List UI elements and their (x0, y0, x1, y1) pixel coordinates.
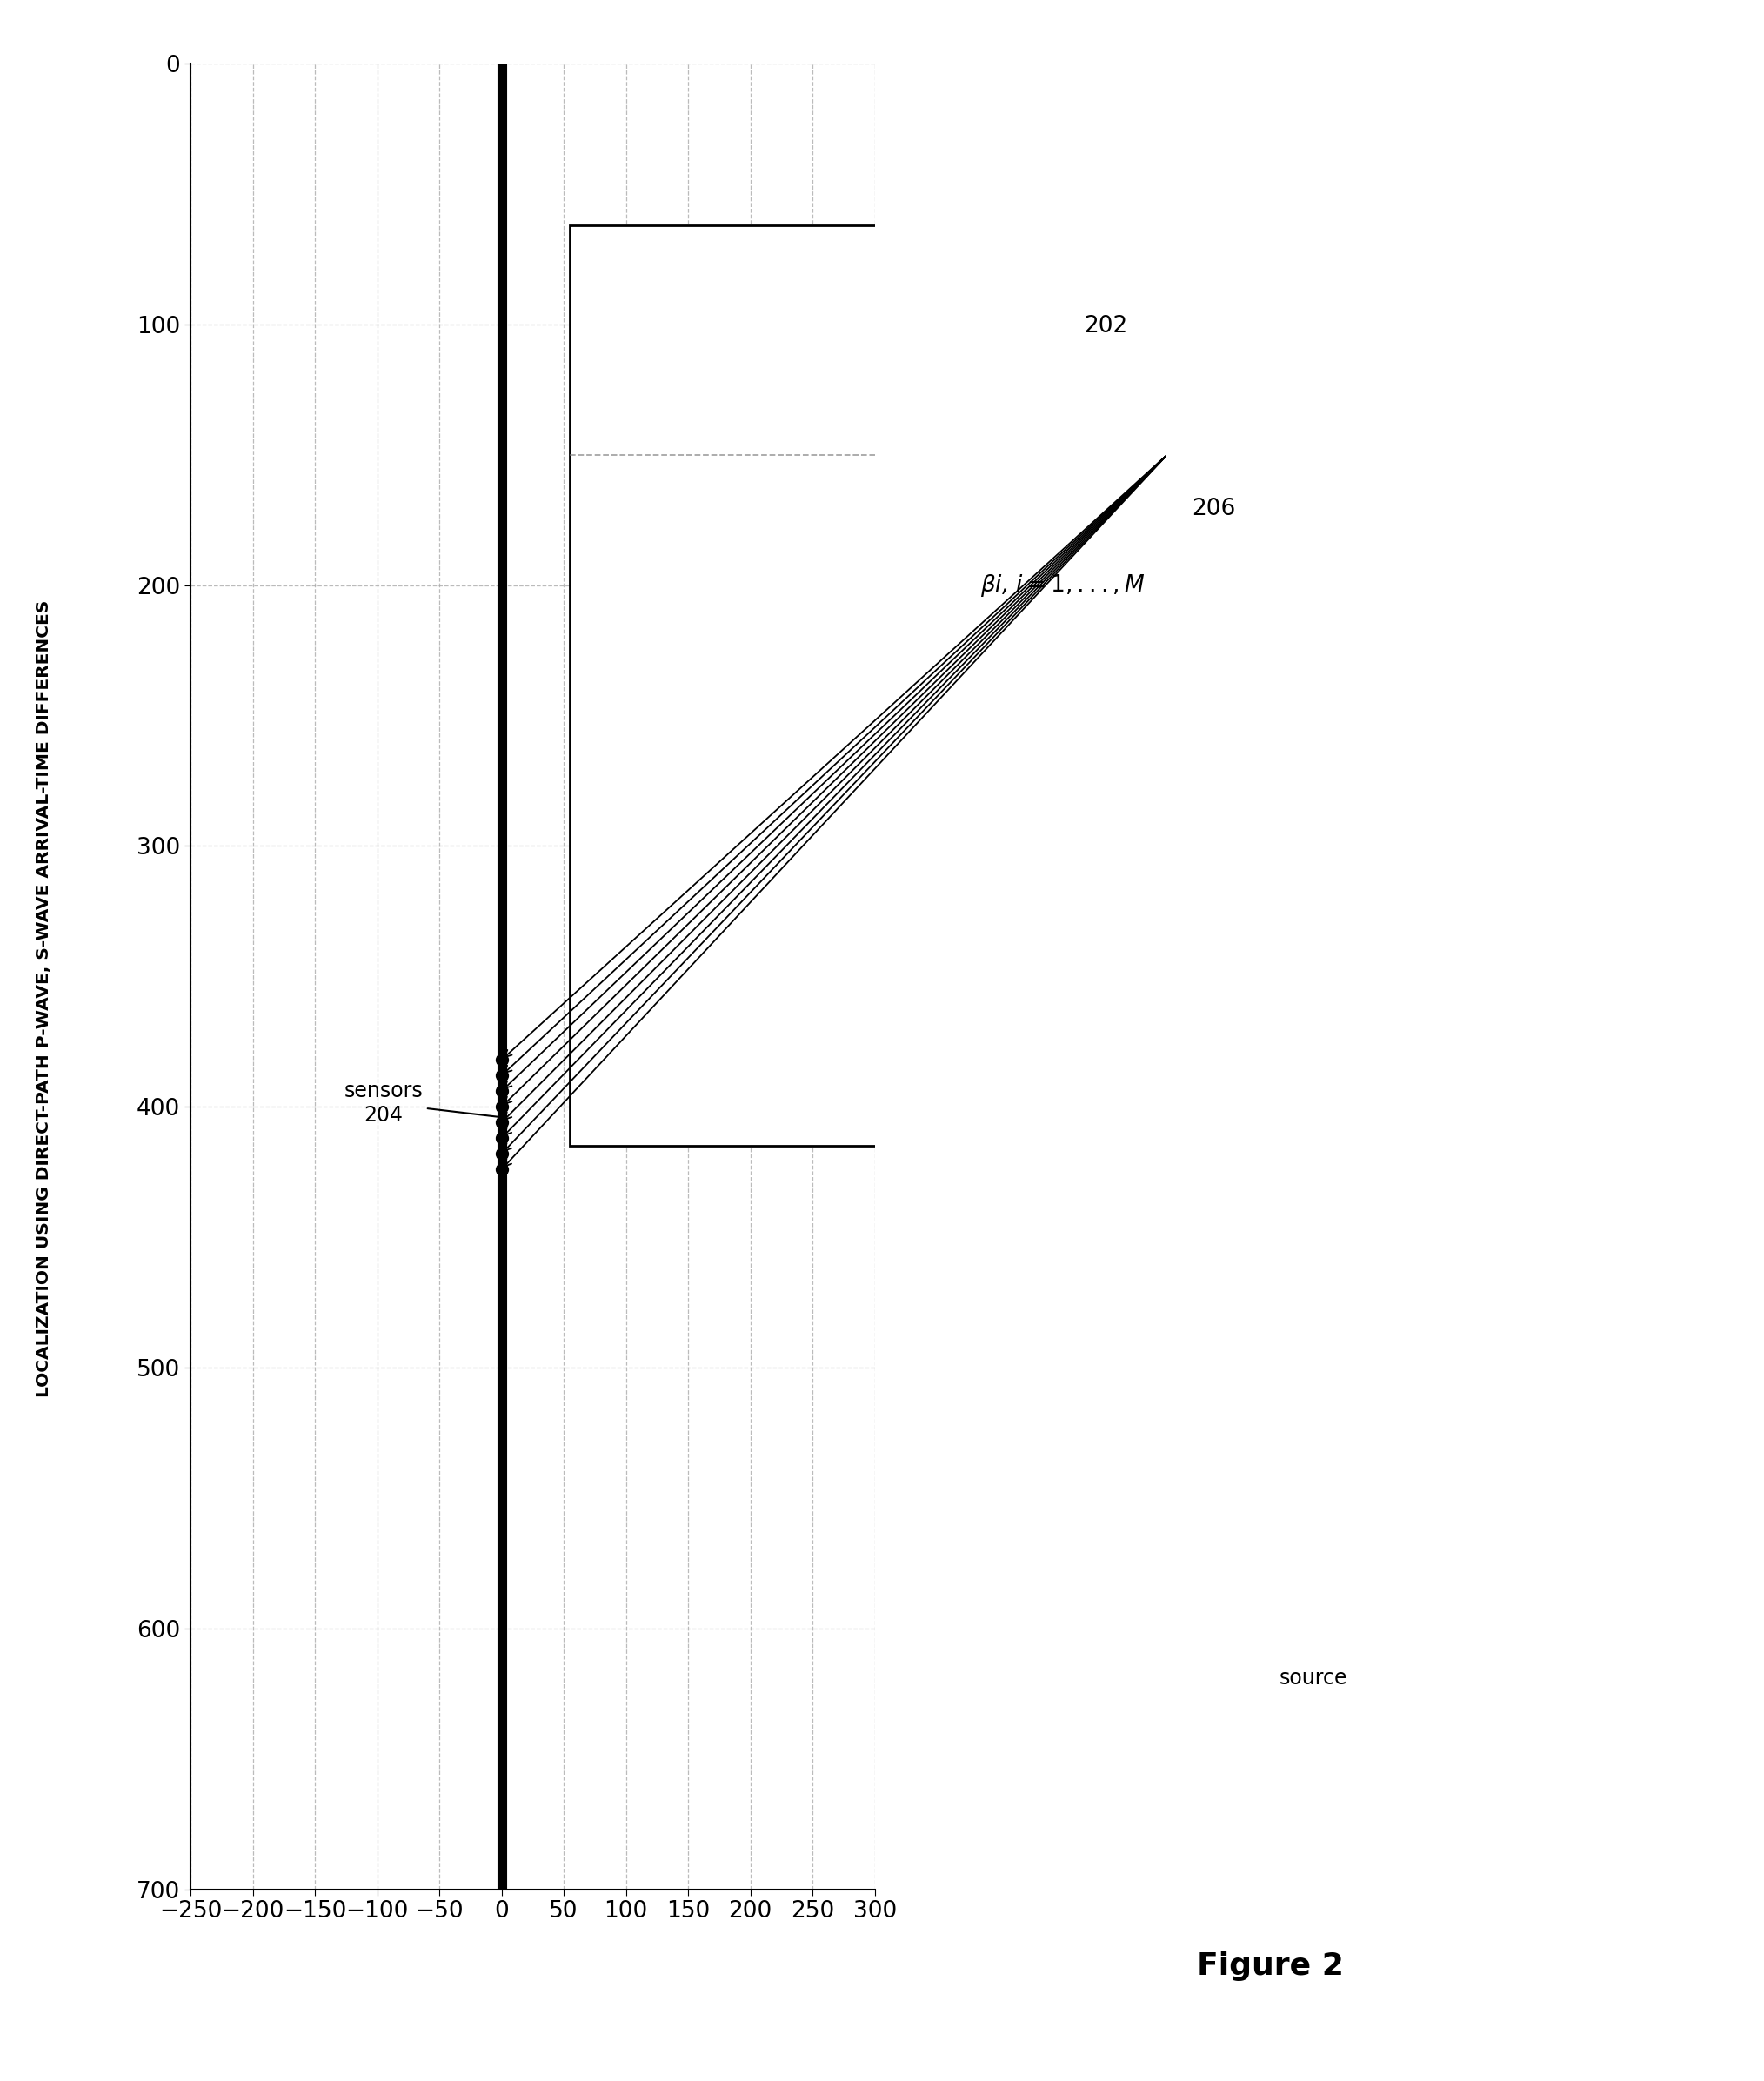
Text: Figure 2: Figure 2 (1196, 1952, 1344, 1981)
Text: source: source (1279, 1667, 1348, 1688)
Text: 206: 206 (1192, 497, 1237, 520)
Text: $\beta i$, $i = 1,...,M$: $\beta i$, $i = 1,...,M$ (981, 572, 1145, 597)
Text: LOCALIZATION USING DIRECT-PATH P-WAVE, S-WAVE ARRIVAL-TIME DIFFERENCES: LOCALIZATION USING DIRECT-PATH P-WAVE, S… (35, 599, 53, 1398)
Bar (937, 1147, 1298, 1609)
Text: sensors
204: sensors 204 (344, 1080, 499, 1126)
Text: 202: 202 (1083, 314, 1127, 337)
Bar (570, 225, 1222, 1147)
